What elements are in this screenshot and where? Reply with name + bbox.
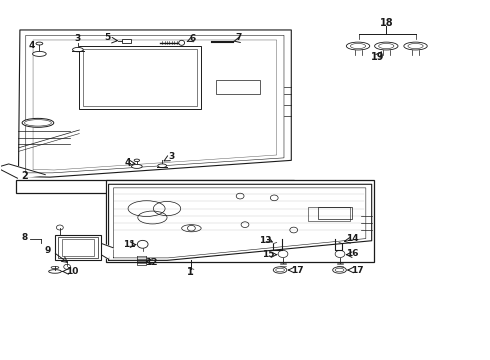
Ellipse shape xyxy=(73,48,83,52)
Bar xyxy=(83,49,197,106)
Polygon shape xyxy=(19,30,291,177)
Ellipse shape xyxy=(32,51,46,57)
Bar xyxy=(79,46,201,109)
Text: 12: 12 xyxy=(145,258,158,267)
Text: 3: 3 xyxy=(75,35,81,44)
Text: 17: 17 xyxy=(292,266,304,275)
Ellipse shape xyxy=(36,42,43,45)
Ellipse shape xyxy=(374,42,398,50)
Text: 14: 14 xyxy=(346,234,359,243)
Bar xyxy=(62,239,95,256)
Text: 17: 17 xyxy=(351,266,364,275)
Text: 9: 9 xyxy=(45,246,51,255)
Polygon shape xyxy=(0,164,45,178)
Text: 3: 3 xyxy=(169,152,175,161)
Text: 7: 7 xyxy=(236,33,242,42)
Polygon shape xyxy=(87,243,114,258)
Ellipse shape xyxy=(158,164,167,167)
Bar xyxy=(16,180,294,193)
Ellipse shape xyxy=(131,165,142,168)
Ellipse shape xyxy=(22,118,54,127)
Ellipse shape xyxy=(179,40,185,45)
Text: 13: 13 xyxy=(259,235,272,244)
Text: 19: 19 xyxy=(371,53,385,63)
Text: 8: 8 xyxy=(22,233,28,242)
Ellipse shape xyxy=(134,159,140,162)
Text: 16: 16 xyxy=(346,249,359,258)
Bar xyxy=(122,39,131,43)
Polygon shape xyxy=(109,184,372,260)
Text: 15: 15 xyxy=(262,250,274,259)
Bar xyxy=(58,237,98,258)
Bar xyxy=(55,235,101,260)
Bar xyxy=(106,180,374,262)
Ellipse shape xyxy=(346,42,370,50)
Text: 6: 6 xyxy=(189,35,196,44)
Text: 5: 5 xyxy=(104,33,111,42)
Text: 18: 18 xyxy=(379,18,393,28)
Text: 4: 4 xyxy=(125,158,131,167)
Bar xyxy=(308,207,350,221)
Text: 10: 10 xyxy=(66,267,78,276)
Text: 11: 11 xyxy=(123,240,136,249)
Text: 1: 1 xyxy=(187,267,194,277)
Text: 4: 4 xyxy=(28,41,35,50)
Ellipse shape xyxy=(404,42,427,50)
Text: 2: 2 xyxy=(22,171,28,181)
Bar xyxy=(318,207,352,219)
Bar xyxy=(216,80,260,94)
